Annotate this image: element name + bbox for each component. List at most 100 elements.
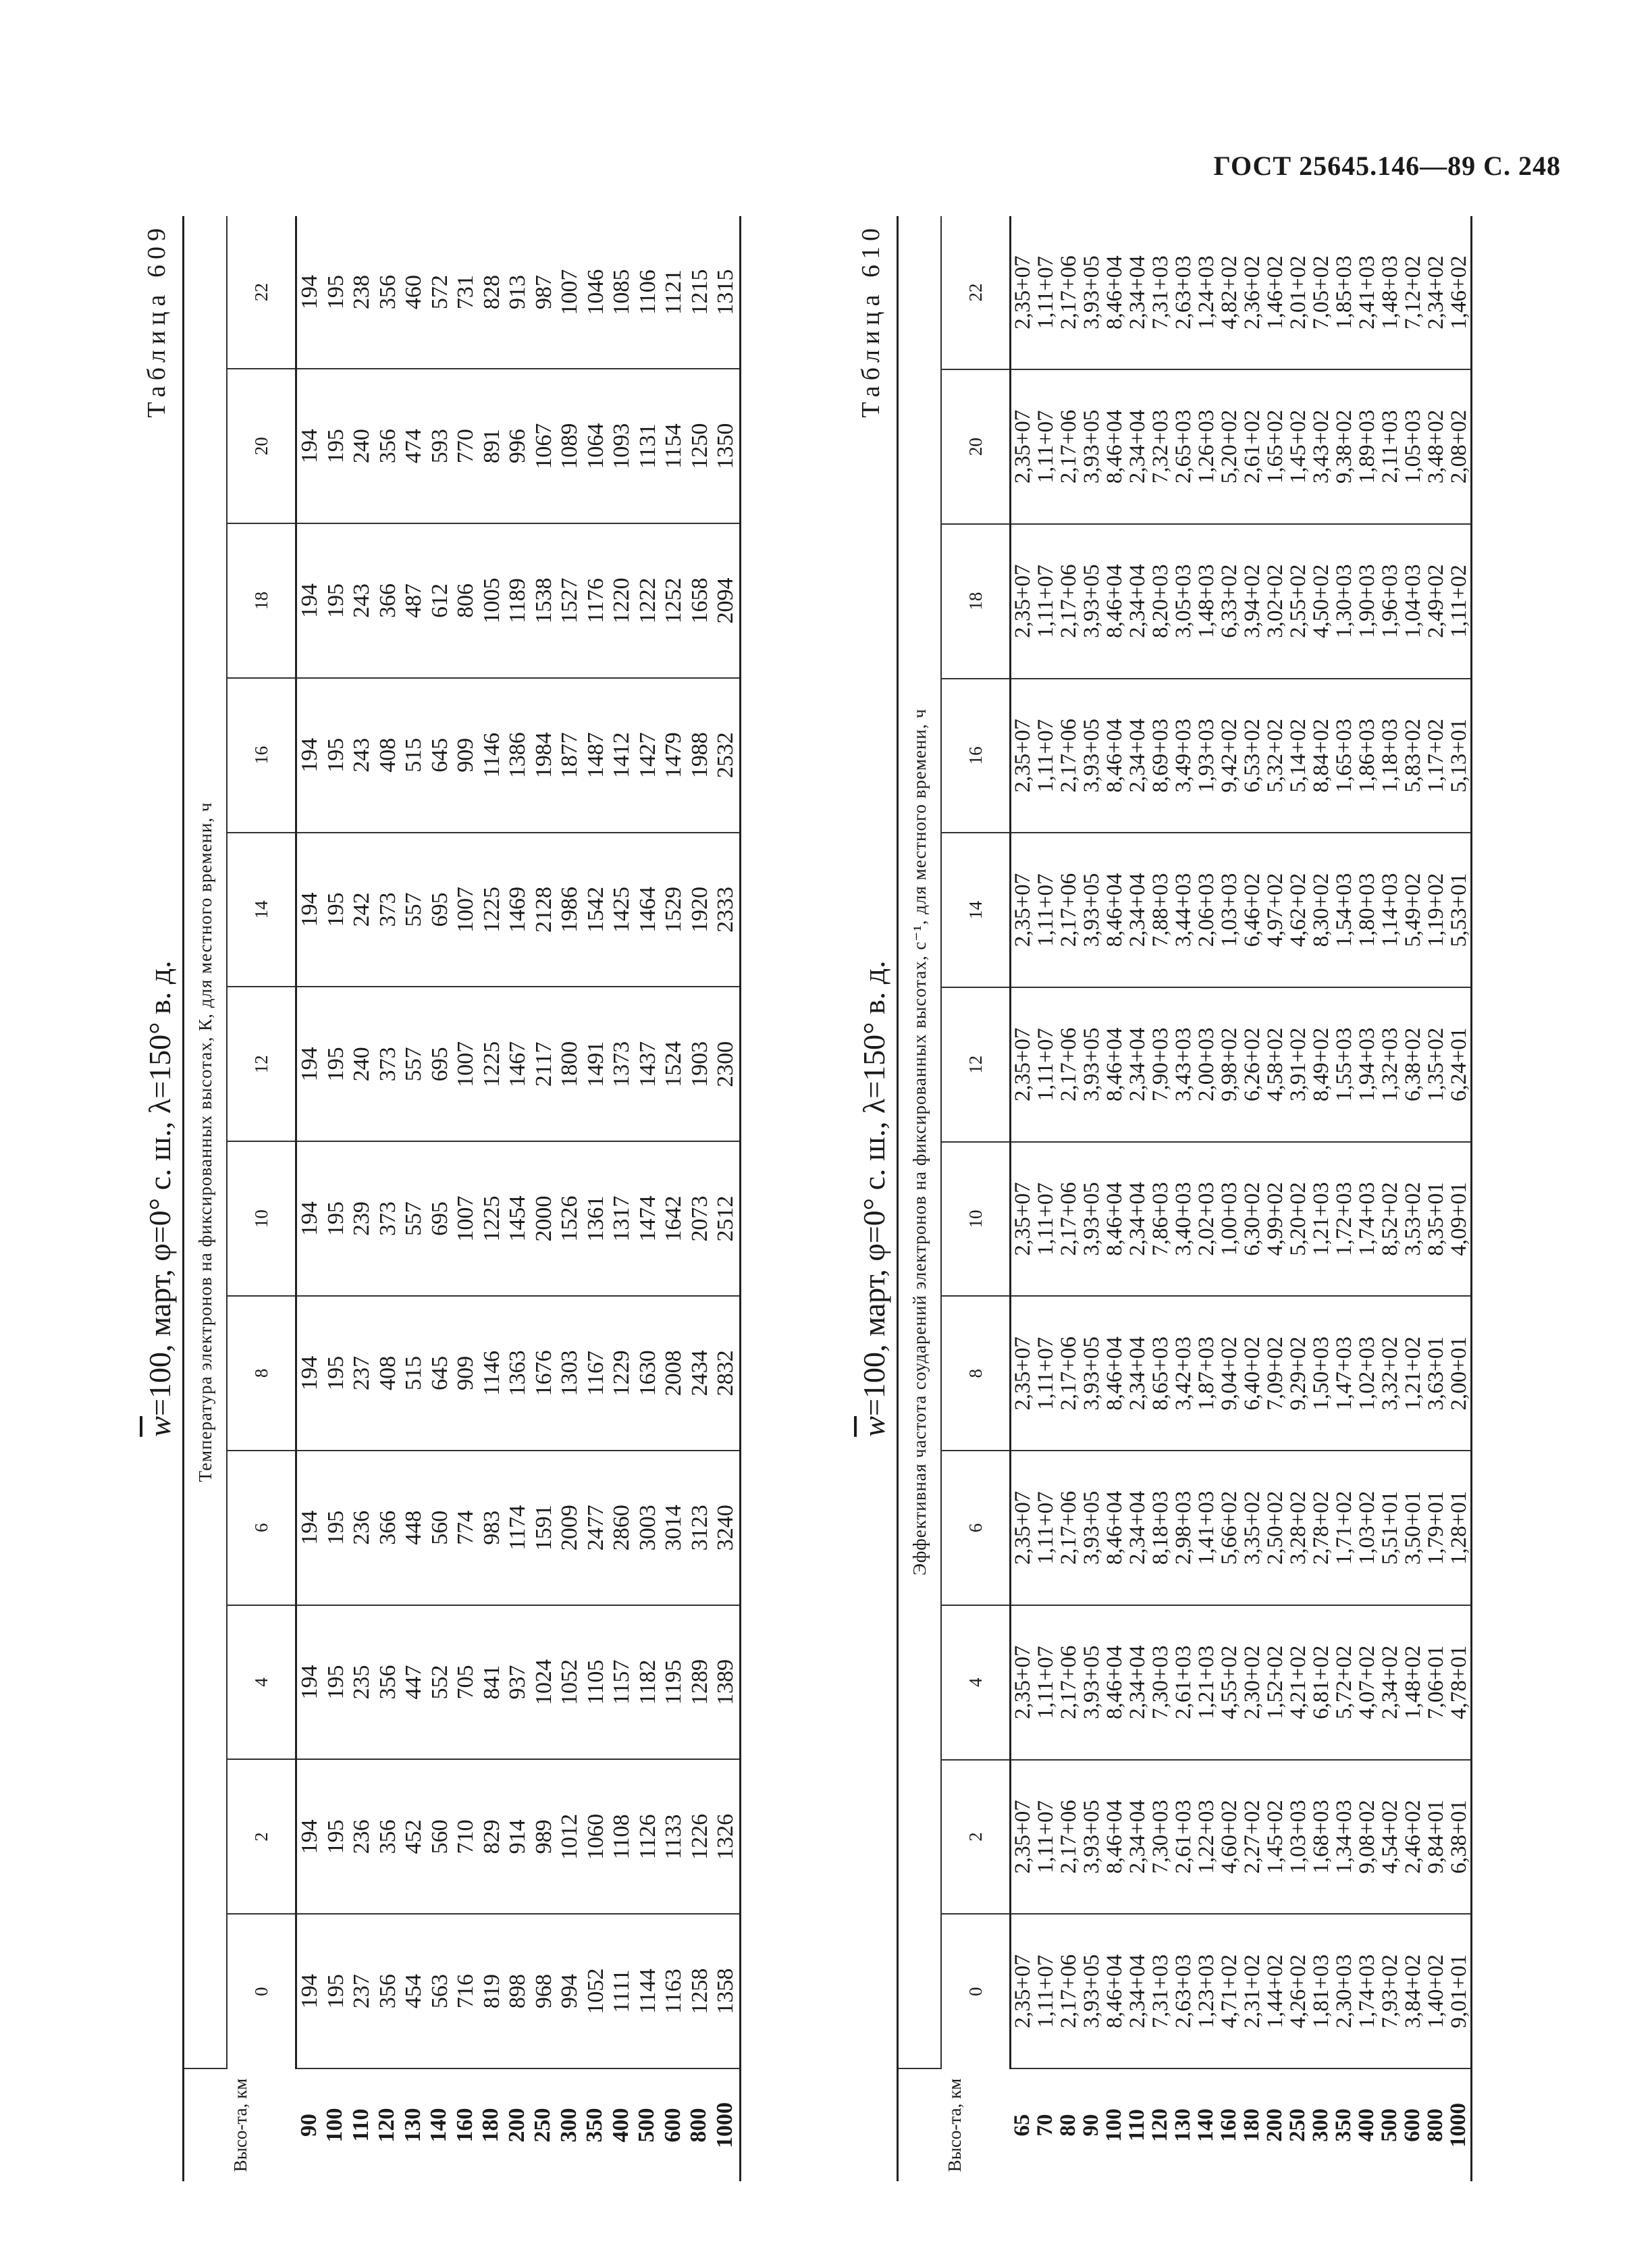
table-cell: 1146	[479, 1351, 504, 1396]
table-cell: 8,18+03	[1148, 1490, 1173, 1565]
altitude-value: 120	[1147, 2108, 1172, 2142]
table-cell: 9,29+02	[1286, 1336, 1310, 1411]
table-cell: 1,72+03	[1332, 1182, 1356, 1256]
table-cell: 1,11+07	[1034, 1800, 1058, 1873]
table-cell: 1126	[635, 1814, 660, 1860]
table-cell: 447	[401, 1665, 426, 1700]
table-cell: 1064	[583, 423, 608, 469]
hour-column: 194 195 243 366 487 612 806 1005 1189 1538 1527 117…	[296, 523, 740, 678]
table-cell: 2832	[713, 1350, 738, 1397]
table-cell: 195	[323, 1819, 348, 1854]
table-cell: 3,93+05	[1080, 1800, 1104, 1874]
altitude-value: 300	[1308, 2108, 1333, 2142]
table-cell: 9,01+01	[1447, 1954, 1471, 2029]
table-cell: 6,46+02	[1240, 873, 1264, 947]
hour-header: 18	[941, 523, 1011, 679]
altitude-value: 350	[582, 2108, 607, 2143]
table-cell: 1146	[479, 732, 504, 778]
table-cell: 1225	[479, 887, 504, 933]
table-cell: 731	[453, 275, 478, 310]
table-cell: 2,34+04	[1125, 409, 1150, 484]
hour-header: 22	[227, 216, 296, 369]
hour-header: 14	[227, 832, 296, 987]
table-cell: 1,89+03	[1355, 409, 1379, 484]
hour-column: 2,35+07 1,11+07 2,17+06 3,93+05 8,46+04 2,34+…	[1010, 523, 1472, 679]
table-cell: 1,48+03	[1194, 564, 1219, 638]
table-cell: 3,48+02	[1424, 409, 1448, 484]
table-cell: 2860	[609, 1505, 634, 1551]
table-609-block: Таблица 609 w=100, март, φ=0° с. ш., λ=1…	[142, 216, 790, 2181]
table-cell: 194	[297, 1201, 322, 1236]
table-cell: 1630	[635, 1350, 660, 1397]
table-cell: 2073	[687, 1195, 712, 1242]
table-cell: 1012	[557, 1813, 582, 1860]
altitude-value: 400	[608, 2108, 633, 2143]
table-cell: 909	[453, 737, 478, 773]
table-cell: 695	[427, 892, 452, 927]
table-cell: 2,34+04	[1125, 1027, 1150, 1102]
table-cell: 195	[323, 1974, 348, 2009]
table-cell: 5,20+02	[1217, 409, 1242, 484]
altitude-value: 1000	[1445, 2103, 1470, 2147]
table-cell: 1,46+02	[1263, 255, 1287, 330]
table-cell: 1007	[557, 269, 582, 315]
table-cell: 891	[479, 429, 504, 464]
table-cell: 3,93+05	[1080, 1182, 1104, 1256]
w-symbol: w	[857, 1416, 891, 1437]
table-cell: 1,41+03	[1194, 1490, 1219, 1565]
table-cell: 7,93+02	[1378, 1954, 1402, 2029]
table-cell: 1,90+03	[1355, 564, 1379, 638]
table-cell: 373	[375, 1047, 400, 1082]
table-cell: 237	[349, 1974, 374, 2009]
hour-column: 2,35+07 1,11+07 2,17+06 3,93+05 8,46+04 2,34+…	[1010, 1296, 1472, 1451]
table-cell: 2094	[713, 577, 738, 624]
table-cell: 2333	[713, 887, 738, 933]
altitude-value: 160	[1216, 2108, 1241, 2142]
table-cell: 2,30+02	[1240, 1645, 1264, 1719]
hour-column: 194 195 236 356 452 560 710 829 914 989 1012 1060 11…	[296, 1759, 740, 1915]
table-cell: 194	[297, 1510, 322, 1545]
table-cell: 1,54+03	[1332, 873, 1356, 947]
table-cell: 2,35+07	[1011, 1182, 1035, 1256]
table-cell: 1189	[505, 578, 530, 623]
table-cell: 3,53+02	[1401, 1182, 1425, 1256]
hour-header: 10	[227, 1141, 296, 1297]
table-cell: 1467	[505, 1041, 530, 1087]
table-cell: 356	[375, 1665, 400, 1700]
table-cell: 8,46+04	[1102, 1645, 1127, 1719]
table-cell: 1,86+03	[1355, 719, 1379, 793]
table-cell: 2,17+06	[1057, 1645, 1081, 1719]
table-cell: 4,21+02	[1286, 1645, 1310, 1719]
table-cell: 2477	[583, 1505, 608, 1551]
table-cell: 195	[323, 275, 348, 310]
hours-header-row: 0 2 4 6 8 10 12 14 16 18 20 22	[227, 216, 296, 2181]
table-cell: 1315	[713, 269, 738, 315]
table-cell: 515	[401, 737, 426, 773]
table-cell: 8,30+02	[1309, 873, 1333, 947]
hour-header: 2	[941, 1759, 1011, 1915]
hour-column: 194 195 240 373 557 695 1007 1225 1467 2117 1800 14…	[296, 987, 740, 1142]
table-cell: 1529	[661, 887, 686, 933]
table-cell: 3,93+05	[1080, 1954, 1104, 2029]
table-body-row: 90 100 110 120 130 140 160 180 200 250 300 350 400 50…	[296, 216, 740, 2181]
table-cell: 1,68+03	[1309, 1800, 1333, 1874]
table-cell: 2,27+02	[1240, 1800, 1264, 1874]
table-cell: 612	[427, 583, 452, 618]
hour-column: 2,35+07 1,11+07 2,17+06 3,93+05 8,46+04 2,34+…	[1010, 678, 1472, 833]
table-cell: 1,05+03	[1401, 409, 1425, 484]
table-cell: 1,45+02	[1286, 409, 1310, 484]
hour-header: 8	[941, 1296, 1011, 1451]
table-cell: 4,55+02	[1217, 1645, 1242, 1719]
table-cell: 909	[453, 1355, 478, 1390]
altitude-value: 90	[1078, 2114, 1103, 2137]
table-cell: 996	[505, 429, 530, 464]
table-cell: 1,81+03	[1309, 1954, 1333, 2029]
table-cell: 4,97+02	[1263, 873, 1287, 947]
table-cell: 1052	[583, 1968, 608, 2014]
table-cell: 1024	[531, 1659, 556, 1706]
table-cell: 1,32+03	[1378, 1027, 1402, 1102]
hour-column: 2,35+07 1,11+07 2,17+06 3,93+05 8,46+04 2,34+…	[1010, 1141, 1472, 1297]
table-cell: 563	[427, 1974, 452, 2009]
table-cell: 3,02+02	[1263, 564, 1287, 638]
table-cell: 243	[349, 583, 374, 618]
